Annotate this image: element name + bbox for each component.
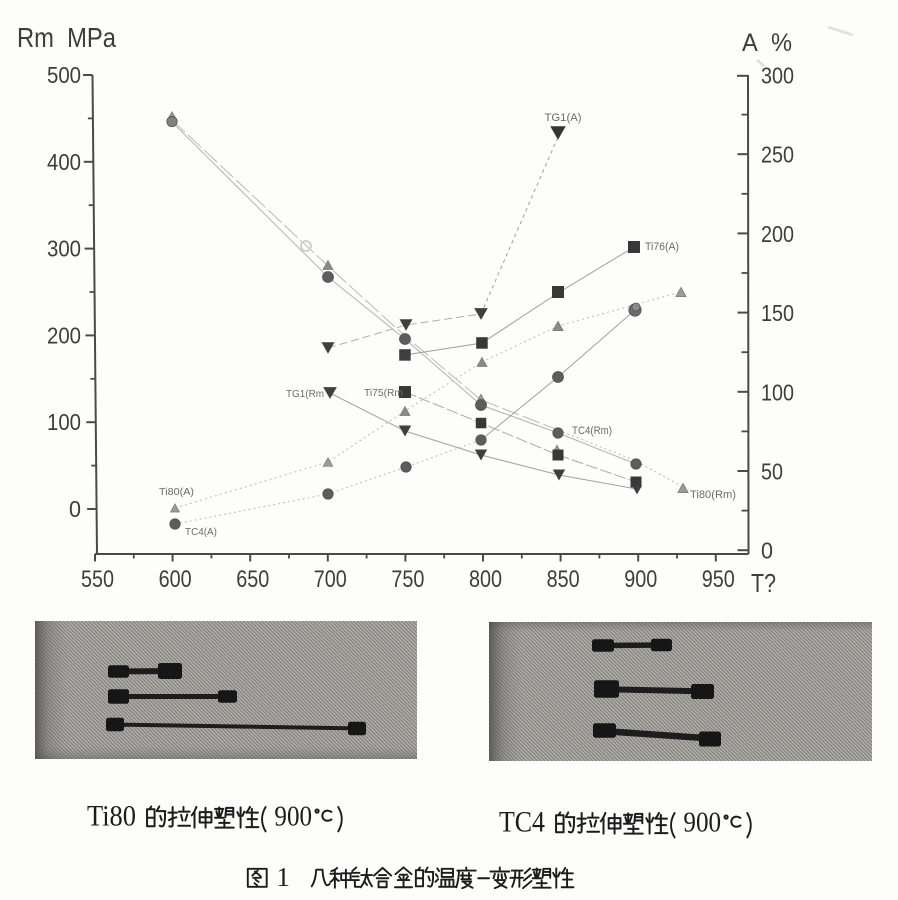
svg-text:T?: T? [751, 568, 776, 598]
svg-text:Rm MPa: Rm MPa [17, 22, 116, 53]
svg-text:0: 0 [761, 538, 773, 564]
svg-text:Ti75(Rm: Ti75(Rm [364, 387, 403, 399]
svg-text:150: 150 [761, 300, 794, 326]
svg-text:900: 900 [274, 801, 312, 832]
svg-text:750: 750 [391, 566, 424, 593]
svg-text:TC4(A): TC4(A) [185, 526, 217, 538]
svg-text:100: 100 [47, 409, 81, 435]
svg-text:600: 600 [159, 566, 192, 593]
svg-text:800: 800 [469, 566, 502, 593]
svg-text:850: 850 [547, 566, 580, 593]
svg-text:50: 50 [761, 459, 783, 485]
svg-text:200: 200 [47, 322, 81, 348]
svg-text:900: 900 [683, 807, 721, 838]
svg-text:300: 300 [761, 63, 794, 89]
svg-text:TG1(Rm: TG1(Rm [286, 388, 324, 400]
svg-text:Ti76(A): Ti76(A) [645, 241, 679, 253]
svg-text:500: 500 [47, 62, 81, 88]
svg-text:0: 0 [69, 496, 81, 522]
svg-text:Ti80(A): Ti80(A) [159, 486, 194, 498]
svg-text:1: 1 [276, 862, 290, 892]
svg-text:250: 250 [761, 142, 794, 168]
svg-text:A %: A % [742, 29, 792, 57]
svg-text:950: 950 [702, 566, 735, 593]
svg-text:TG1(A): TG1(A) [545, 112, 582, 124]
svg-text:300: 300 [47, 236, 81, 262]
svg-text:900: 900 [624, 566, 657, 593]
svg-text:650: 650 [236, 566, 269, 593]
svg-text:Ti80: Ti80 [87, 798, 136, 832]
svg-text:550: 550 [81, 566, 114, 593]
svg-text:200: 200 [761, 221, 794, 247]
svg-text:TC4: TC4 [499, 804, 545, 838]
svg-text:400: 400 [47, 149, 81, 175]
svg-text:700: 700 [314, 566, 347, 593]
svg-text:100: 100 [761, 379, 794, 405]
svg-text:Ti80(Rm): Ti80(Rm) [690, 489, 736, 501]
svg-text:TC4(Rm): TC4(Rm) [572, 425, 612, 437]
